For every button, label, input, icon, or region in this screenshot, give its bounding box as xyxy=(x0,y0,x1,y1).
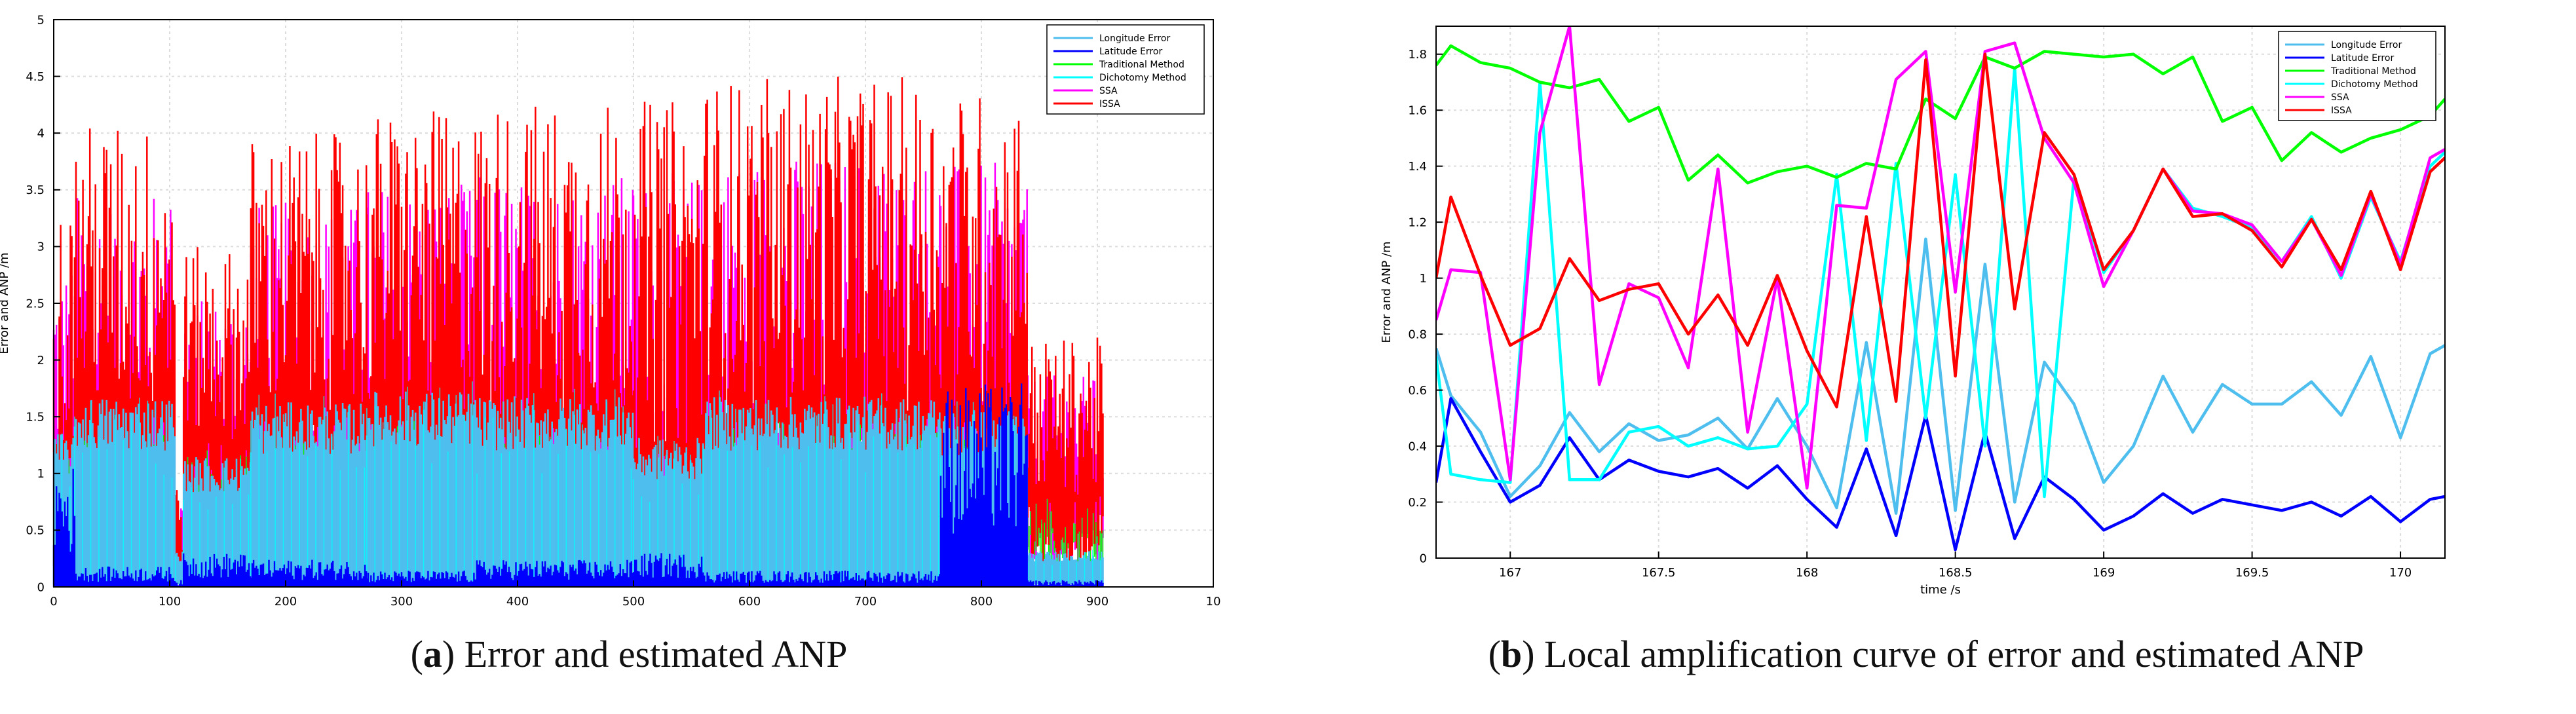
y-tick-label: 2.5 xyxy=(26,297,45,310)
y-tick-label: 3.5 xyxy=(26,183,45,197)
y-tick-label: 2 xyxy=(37,354,45,367)
plot-frame xyxy=(1435,26,2446,559)
y-tick-label: 4.5 xyxy=(26,70,45,84)
x-tick-label: 600 xyxy=(738,595,761,609)
x-tick-label: 169 xyxy=(2093,566,2115,580)
y-tick-label: 1.4 xyxy=(1408,160,1427,174)
series-line-traditional xyxy=(1436,44,2445,185)
caption-b-label: b xyxy=(1500,633,1523,675)
legend-entry-issa: ISSA xyxy=(2331,105,2352,116)
y-tick-label: 0.6 xyxy=(1408,384,1427,398)
x-tick-label: 10 xyxy=(1206,595,1221,609)
series-line-ssa xyxy=(1436,26,2445,490)
x-tick-label: 169.5 xyxy=(2235,566,2269,580)
y-axis-label: Error and ANP /m xyxy=(0,252,11,354)
caption-b: (b) Local amplification curve of error a… xyxy=(1488,633,2364,675)
legend-entry-latitude: Latitude Error xyxy=(1099,47,1162,57)
y-tick-label: 1.6 xyxy=(1408,104,1427,118)
series-line-issa xyxy=(1436,52,2445,409)
legend-entry-latitude: Latitude Error xyxy=(2331,53,2394,64)
y-tick-label: 1.8 xyxy=(1408,48,1427,62)
legend-entry-ssa: SSA xyxy=(2331,92,2349,103)
caption-a: (a) Error and estimated ANP xyxy=(410,633,848,675)
y-tick-label: 3 xyxy=(37,240,45,254)
legend-entry-issa: ISSA xyxy=(1099,99,1120,109)
x-tick-label: 900 xyxy=(1086,595,1108,609)
caption-a-text: Error and estimated ANP xyxy=(464,633,848,675)
y-tick-label: 1 xyxy=(37,467,45,481)
caption-a-label: a xyxy=(423,633,442,675)
legend-entry-dichotomy: Dichotomy Method xyxy=(2331,79,2418,90)
x-tick-label: 500 xyxy=(622,595,645,609)
x-tick-label: 300 xyxy=(390,595,413,609)
x-tick-label: 700 xyxy=(854,595,877,609)
figure: 0 100 200 300 400 500 600 700 800 900 1000.511.522… xyxy=(0,13,2446,609)
y-tick-label: 5 xyxy=(37,13,45,27)
x-tick-label: 100 xyxy=(159,595,181,609)
y-tick-label: 0.5 xyxy=(26,524,45,538)
x-tick-label: 167 xyxy=(1499,566,1521,580)
y-tick-label: 1 xyxy=(1420,272,1427,286)
chart-panel-a: 0 100 200 300 400 500 600 700 800 900 1000.511.522… xyxy=(0,13,1221,609)
x-tick-label: 167.5 xyxy=(1642,566,1676,580)
y-tick-label: 0 xyxy=(1420,552,1427,565)
legend-entry-ssa: SSA xyxy=(1099,86,1118,96)
x-axis-label: time /s xyxy=(1920,583,1961,597)
legend-entry-dichotomy: Dichotomy Method xyxy=(1099,73,1186,83)
x-tick-label: 200 xyxy=(275,595,297,609)
legend-entry-traditional: Traditional Method xyxy=(2330,66,2416,77)
y-tick-label: 0.4 xyxy=(1408,440,1427,453)
x-tick-label: 0 xyxy=(50,595,57,609)
legend xyxy=(1046,24,1205,115)
y-tick-label: 4 xyxy=(37,127,45,141)
chart-panel-b: 167 167.5 168 168.5 169 169.5 170 0 0.2 0.4 0.6 0.8… xyxy=(1380,26,2446,597)
y-tick-label: 0.2 xyxy=(1408,496,1427,510)
caption-b-text: Local amplification curve of error and e… xyxy=(1544,633,2364,675)
legend-entry-traditional: Traditional Method xyxy=(1099,60,1184,70)
legend xyxy=(2278,31,2436,121)
x-tick-label: 800 xyxy=(970,595,993,609)
y-tick-label: 1.2 xyxy=(1408,216,1427,229)
series-line-longitude xyxy=(1436,237,2445,515)
series-line-latitude xyxy=(1436,397,2445,552)
y-tick-label: 0 xyxy=(37,580,45,594)
x-tick-label: 168 xyxy=(1796,566,1818,580)
x-tick-label: 170 xyxy=(2389,566,2412,580)
x-tick-label: 400 xyxy=(506,595,529,609)
y-tick-label: 1.5 xyxy=(26,411,45,424)
y-tick-label: 0.8 xyxy=(1408,328,1427,341)
y-axis-label: Error and ANP /m xyxy=(1380,241,1393,343)
legend-entry-longitude: Longitude Error xyxy=(1099,33,1170,44)
legend-entry-longitude: Longitude Error xyxy=(2331,40,2402,50)
x-tick-label: 168.5 xyxy=(1939,566,1973,580)
